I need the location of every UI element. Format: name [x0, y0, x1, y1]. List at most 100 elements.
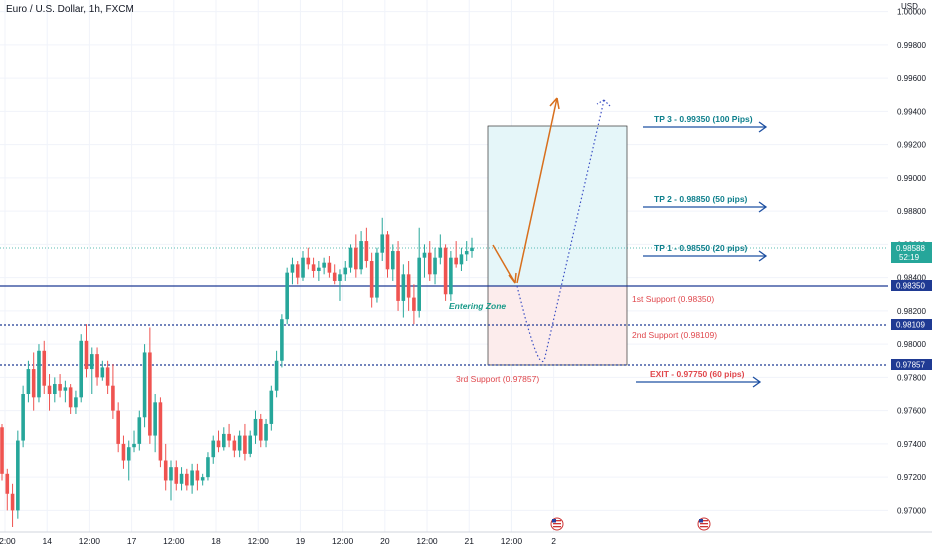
candle	[390, 244, 395, 281]
us-flag-event-icon[interactable]	[697, 517, 711, 531]
candle-body	[42, 350, 47, 386]
candle-body	[449, 257, 453, 295]
chart-grid	[0, 0, 888, 532]
support2-value: 0.98109	[896, 321, 925, 330]
candle	[380, 217, 385, 262]
candle	[427, 241, 432, 281]
candle-body	[0, 427, 4, 474]
countdown-value: 52:19	[899, 253, 920, 262]
candle	[354, 234, 358, 278]
candle-body	[10, 493, 15, 511]
candle-body	[211, 440, 216, 458]
time-tick-label: 2	[551, 536, 556, 546]
candle-body	[332, 272, 337, 281]
candle-body	[158, 402, 163, 461]
candle-body	[232, 440, 237, 451]
candle	[269, 385, 274, 431]
candle-body	[169, 467, 173, 481]
candle	[26, 360, 31, 403]
orange-target-arrowhead	[549, 97, 560, 110]
candle-body	[359, 241, 363, 270]
candle-body	[206, 457, 210, 478]
price-tick-label: 0.99600	[897, 74, 926, 83]
candle	[195, 463, 200, 491]
chart-title: Euro / U.S. Dollar, 1h, FXCM	[6, 4, 134, 15]
candle-body	[385, 234, 390, 270]
price-axis[interactable]: 1.00000 0.99800 0.99600 0.99400 0.99200 0.990…	[897, 8, 926, 516]
candle	[449, 251, 453, 301]
candle	[0, 423, 4, 481]
candle-body	[464, 251, 469, 255]
candle	[258, 413, 263, 448]
candle-body	[280, 319, 284, 361]
candle-body	[427, 252, 432, 275]
candle-body	[290, 264, 295, 273]
candle-body	[16, 440, 20, 511]
candle-body	[63, 387, 68, 391]
candle-body	[111, 385, 115, 411]
candle	[464, 241, 469, 262]
candle-body	[31, 369, 36, 398]
candle	[232, 435, 237, 458]
candle-body	[58, 384, 62, 391]
price-tick-label: 0.98000	[897, 340, 926, 349]
us-flag-event-icon[interactable]	[550, 517, 564, 531]
candle	[21, 385, 25, 448]
candle	[211, 435, 216, 464]
price-tick-label: 0.97600	[897, 407, 926, 416]
candle	[290, 257, 295, 285]
candle-body	[412, 297, 416, 311]
candle	[100, 360, 105, 381]
candle-body	[348, 247, 353, 268]
candle	[417, 227, 421, 318]
candle	[438, 234, 443, 265]
candle	[47, 374, 52, 411]
time-tick-label: 18	[211, 536, 221, 546]
candle	[470, 237, 474, 258]
candle-body	[433, 257, 437, 275]
candle	[37, 344, 41, 403]
candle-body	[79, 340, 84, 398]
candle	[116, 402, 120, 453]
candle-body	[179, 473, 184, 484]
support3-label: 3rd Support (0.97857)	[456, 374, 539, 384]
candle	[412, 284, 416, 325]
candle	[137, 410, 142, 451]
support1-label: 1st Support (0.98350)	[632, 294, 714, 304]
orange-entry-arrow	[492, 244, 516, 284]
candle-body	[274, 360, 279, 391]
candle-body	[375, 252, 379, 298]
candle	[206, 452, 210, 481]
candle-body	[459, 254, 464, 265]
candle-body	[74, 397, 78, 408]
orange-entry-arrowhead	[508, 272, 517, 284]
candle	[142, 344, 147, 428]
candle-body	[174, 467, 179, 484]
tp1-label: TP 1 - 0.98550 (20 pips)	[654, 243, 748, 253]
candle-body	[301, 257, 305, 278]
price-tick-label: 0.97800	[897, 373, 926, 382]
candle	[253, 410, 258, 444]
price-axis-bg	[888, 0, 932, 532]
candle	[31, 352, 36, 411]
candle-body	[443, 247, 448, 295]
candle	[243, 423, 247, 461]
candles	[0, 217, 474, 528]
candle	[221, 427, 226, 451]
candle	[364, 227, 369, 268]
candle	[280, 314, 284, 368]
current-price-value: 0.98588	[896, 244, 925, 253]
time-tick-label: 12:00	[416, 536, 438, 546]
currency-label: USD	[901, 2, 918, 11]
candle	[375, 247, 379, 303]
candle	[126, 440, 131, 481]
time-axis[interactable]: 12:00 14 12:00 17 12:00 18 12:00 19 12:00 20 12:00…	[0, 536, 556, 546]
candle-body	[221, 433, 226, 448]
candle	[443, 244, 448, 301]
candle-body	[243, 435, 247, 454]
candle	[89, 347, 94, 395]
price-tick-label: 0.99000	[897, 174, 926, 183]
time-tick-label: 17	[127, 536, 137, 546]
candle	[200, 473, 205, 486]
